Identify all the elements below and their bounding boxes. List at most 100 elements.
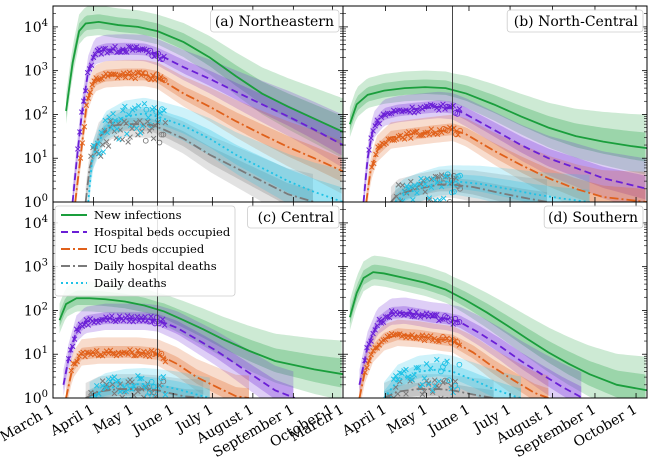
hosp-obs-cross — [368, 135, 374, 141]
dd-obs-cross — [415, 364, 422, 371]
dd-obs-circle — [451, 188, 457, 195]
dd-obs-circle — [446, 377, 452, 384]
x-tick-label: June 1 — [128, 402, 177, 440]
dd-obs-cross — [412, 182, 418, 189]
icu-obs-cross — [128, 74, 135, 81]
legend: New infections Hospital beds occupied ICU … — [54, 205, 236, 297]
dd-obs-cross — [162, 391, 169, 398]
panel-title: (c) Central — [258, 210, 335, 226]
dd-obs-cross — [102, 397, 107, 398]
hosp-obs-cross — [423, 310, 430, 317]
dhosp-obs-circle — [451, 402, 456, 407]
plot-area — [348, 70, 647, 217]
dd-obs-cross — [107, 378, 114, 385]
dhosp-obs-cross — [399, 182, 406, 189]
panel-title: (b) North-Central — [514, 14, 639, 30]
dd-obs-cross — [410, 197, 416, 202]
dd-obs-cross — [444, 358, 450, 365]
dhosp-obs-cross — [425, 380, 432, 386]
dd-obs-cross — [96, 150, 103, 157]
plot-area — [348, 255, 647, 407]
hosp-band — [359, 297, 582, 398]
panel-title-box — [210, 9, 340, 33]
icu-band — [366, 114, 646, 202]
hosp-obs-cross — [407, 109, 413, 115]
dhosp-obs-cross — [438, 395, 444, 398]
dd-obs-circle — [158, 375, 165, 381]
dd-obs-cross — [98, 399, 103, 404]
hosp-obs-circle — [154, 314, 160, 321]
x-tick-label: March 1 — [0, 402, 57, 446]
x-tick-label: April 1 — [47, 402, 98, 440]
dd-obs-cross — [110, 111, 116, 117]
dhosp-obs-cross — [101, 127, 108, 134]
hosp-obs-cross — [109, 313, 115, 319]
dd-obs-cross — [398, 212, 403, 217]
dhosp-obs-cross — [452, 378, 459, 385]
dd-obs-cross — [442, 173, 449, 180]
hosp-obs-cross — [122, 49, 128, 55]
icu-band — [359, 319, 549, 398]
dhosp-obs-cross — [137, 118, 143, 124]
dd-obs-cross — [131, 105, 138, 111]
dd-obs-cross — [418, 175, 424, 182]
hosp-band — [359, 306, 582, 398]
dd-obs-cross — [440, 195, 447, 202]
x-tick-label: May 1 — [91, 402, 137, 438]
dd-obs-circle — [444, 171, 451, 178]
dd-obs-circle — [442, 360, 448, 367]
inf-band — [349, 79, 646, 162]
hosp-band — [363, 100, 646, 202]
dhosp-obs-circle — [451, 173, 457, 179]
dhosp-band — [390, 178, 548, 202]
dd-obs-cross — [116, 136, 122, 142]
inf-band — [59, 290, 342, 388]
dd-obs-cross — [403, 183, 410, 189]
x-tick-label: June 1 — [424, 402, 473, 440]
dd-obs-cross — [403, 366, 409, 373]
hosp-obs-cross — [112, 43, 118, 50]
dhosp-obs-cross — [125, 139, 131, 145]
dhosp-obs-cross — [403, 391, 409, 397]
dd-obs-cross — [424, 176, 430, 182]
dhosp-obs-circle — [160, 131, 167, 138]
dd-band — [88, 97, 342, 202]
icu-line — [65, 351, 250, 398]
dhosp-obs-cross — [397, 198, 404, 202]
inf-band — [349, 70, 646, 175]
dhosp-obs-cross — [123, 120, 129, 126]
panel-title-box — [506, 9, 644, 33]
dhosp-obs-cross — [406, 399, 411, 404]
hosp-line — [362, 105, 647, 202]
hosp-obs-cross — [99, 316, 105, 323]
icu-obs-cross — [126, 69, 133, 75]
dhosp-obs-cross — [107, 118, 114, 124]
inf-line — [348, 271, 647, 392]
hosp-line — [62, 317, 295, 398]
hosp-obs-cross — [116, 49, 122, 55]
icu-obs-cross — [77, 155, 84, 161]
icu-line — [365, 128, 647, 202]
dhosp-line — [85, 388, 204, 398]
dd-obs-cross — [389, 399, 394, 404]
dd-obs-cross — [102, 117, 109, 124]
dhosp-obs-cross — [429, 389, 436, 396]
dhosp-obs-cross — [413, 397, 419, 398]
dd-line — [89, 382, 210, 398]
dhosp-obs-cross — [150, 135, 157, 142]
dd-obs-cross — [114, 126, 120, 132]
y-tick-label: 103 — [24, 62, 48, 80]
icu-band — [366, 123, 646, 202]
dd-obs-cross — [137, 130, 144, 136]
y-tick-label: 101 — [24, 149, 48, 167]
hosp-line — [358, 311, 584, 398]
legend-label-inf: New infections — [94, 208, 182, 222]
icu-band — [66, 346, 249, 398]
dhosp-obs-cross — [94, 403, 99, 408]
panel-title-box — [543, 205, 644, 229]
dhosp-obs-cross — [399, 401, 404, 406]
dd-obs-circle — [155, 117, 162, 124]
dd-obs-cross — [426, 195, 433, 201]
